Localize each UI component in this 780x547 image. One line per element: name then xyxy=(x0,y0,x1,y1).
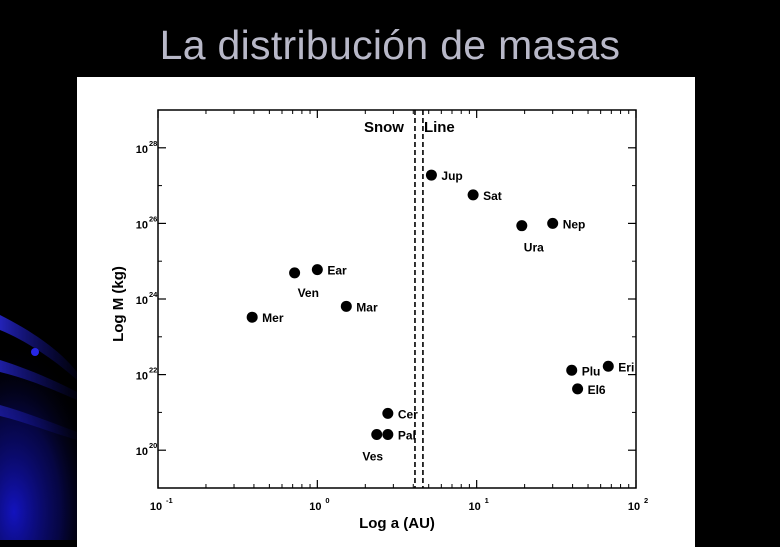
snow-line-label-left: Snow xyxy=(364,119,404,136)
point-label-el6: El6 xyxy=(588,383,606,397)
x-tick-label: 10 xyxy=(150,501,162,513)
x-tick-exponent: 2 xyxy=(644,496,648,505)
point-ear xyxy=(311,264,323,276)
point-ven xyxy=(289,267,301,279)
point-plu xyxy=(566,364,578,376)
point-ura xyxy=(516,220,528,232)
point-sat xyxy=(467,189,479,201)
point-el6 xyxy=(572,383,584,395)
point-label-jup: Jup xyxy=(441,169,462,183)
y-tick-exponent: 20 xyxy=(149,441,157,450)
x-tick-label: 10 xyxy=(309,501,321,513)
point-nep xyxy=(547,217,559,229)
y-tick-label: 10 xyxy=(136,295,148,307)
y-tick-label: 10 xyxy=(136,371,148,383)
x-tick-label: 10 xyxy=(628,501,640,513)
y-tick-exponent: 28 xyxy=(149,139,157,148)
point-label-cer: Cer xyxy=(398,407,418,421)
y-tick-label: 10 xyxy=(136,219,148,231)
point-label-ura: Ura xyxy=(524,241,544,255)
chart-panel: Snow Line 10 -1 10 0 10 1 10 2 10 20 10 22 10 24 10 26 1… xyxy=(77,77,695,547)
x-tick-label: 10 xyxy=(469,501,481,513)
point-ves xyxy=(371,429,383,441)
point-mer xyxy=(246,311,258,323)
y-tick-label: 10 xyxy=(136,144,148,156)
point-eri xyxy=(602,360,614,372)
x-tick-exponent: 1 xyxy=(485,496,489,505)
point-label-nep: Nep xyxy=(563,217,586,231)
y-axis-label: Log M (kg) xyxy=(110,266,127,342)
y-tick-exponent: 22 xyxy=(149,366,157,375)
point-label-mar: Mar xyxy=(356,300,378,314)
data-points: Mer Ven Ear Mar Ves Pal Cer Jup Sat Ura Nep Plu El6 E… xyxy=(246,169,634,464)
y-tick-exponent: 24 xyxy=(149,290,158,299)
snow-line-label-right: Line xyxy=(424,119,455,136)
point-label-eri: Eri xyxy=(618,360,634,374)
point-label-sat: Sat xyxy=(483,189,502,203)
point-label-ven: Ven xyxy=(298,286,319,300)
y-tick-exponent: 26 xyxy=(149,214,157,223)
x-tick-exponent: 0 xyxy=(325,496,329,505)
point-pal xyxy=(382,429,394,441)
slide-title: La distribución de masas xyxy=(159,22,621,68)
point-label-ear: Ear xyxy=(327,264,347,278)
point-cer xyxy=(382,407,394,419)
point-label-plu: Plu xyxy=(582,364,601,378)
point-label-mer: Mer xyxy=(262,311,284,325)
x-axis-ticks: 10 -1 10 0 10 1 10 2 xyxy=(150,110,648,513)
x-tick-exponent: -1 xyxy=(166,496,173,505)
point-jup xyxy=(425,169,437,181)
point-mar xyxy=(340,300,352,312)
snow-line: Snow Line xyxy=(364,110,455,488)
point-label-pal: Pal xyxy=(398,429,416,443)
point-label-ves: Ves xyxy=(362,450,383,464)
x-axis-label: Log a (AU) xyxy=(359,515,435,532)
y-tick-label: 10 xyxy=(136,446,148,458)
